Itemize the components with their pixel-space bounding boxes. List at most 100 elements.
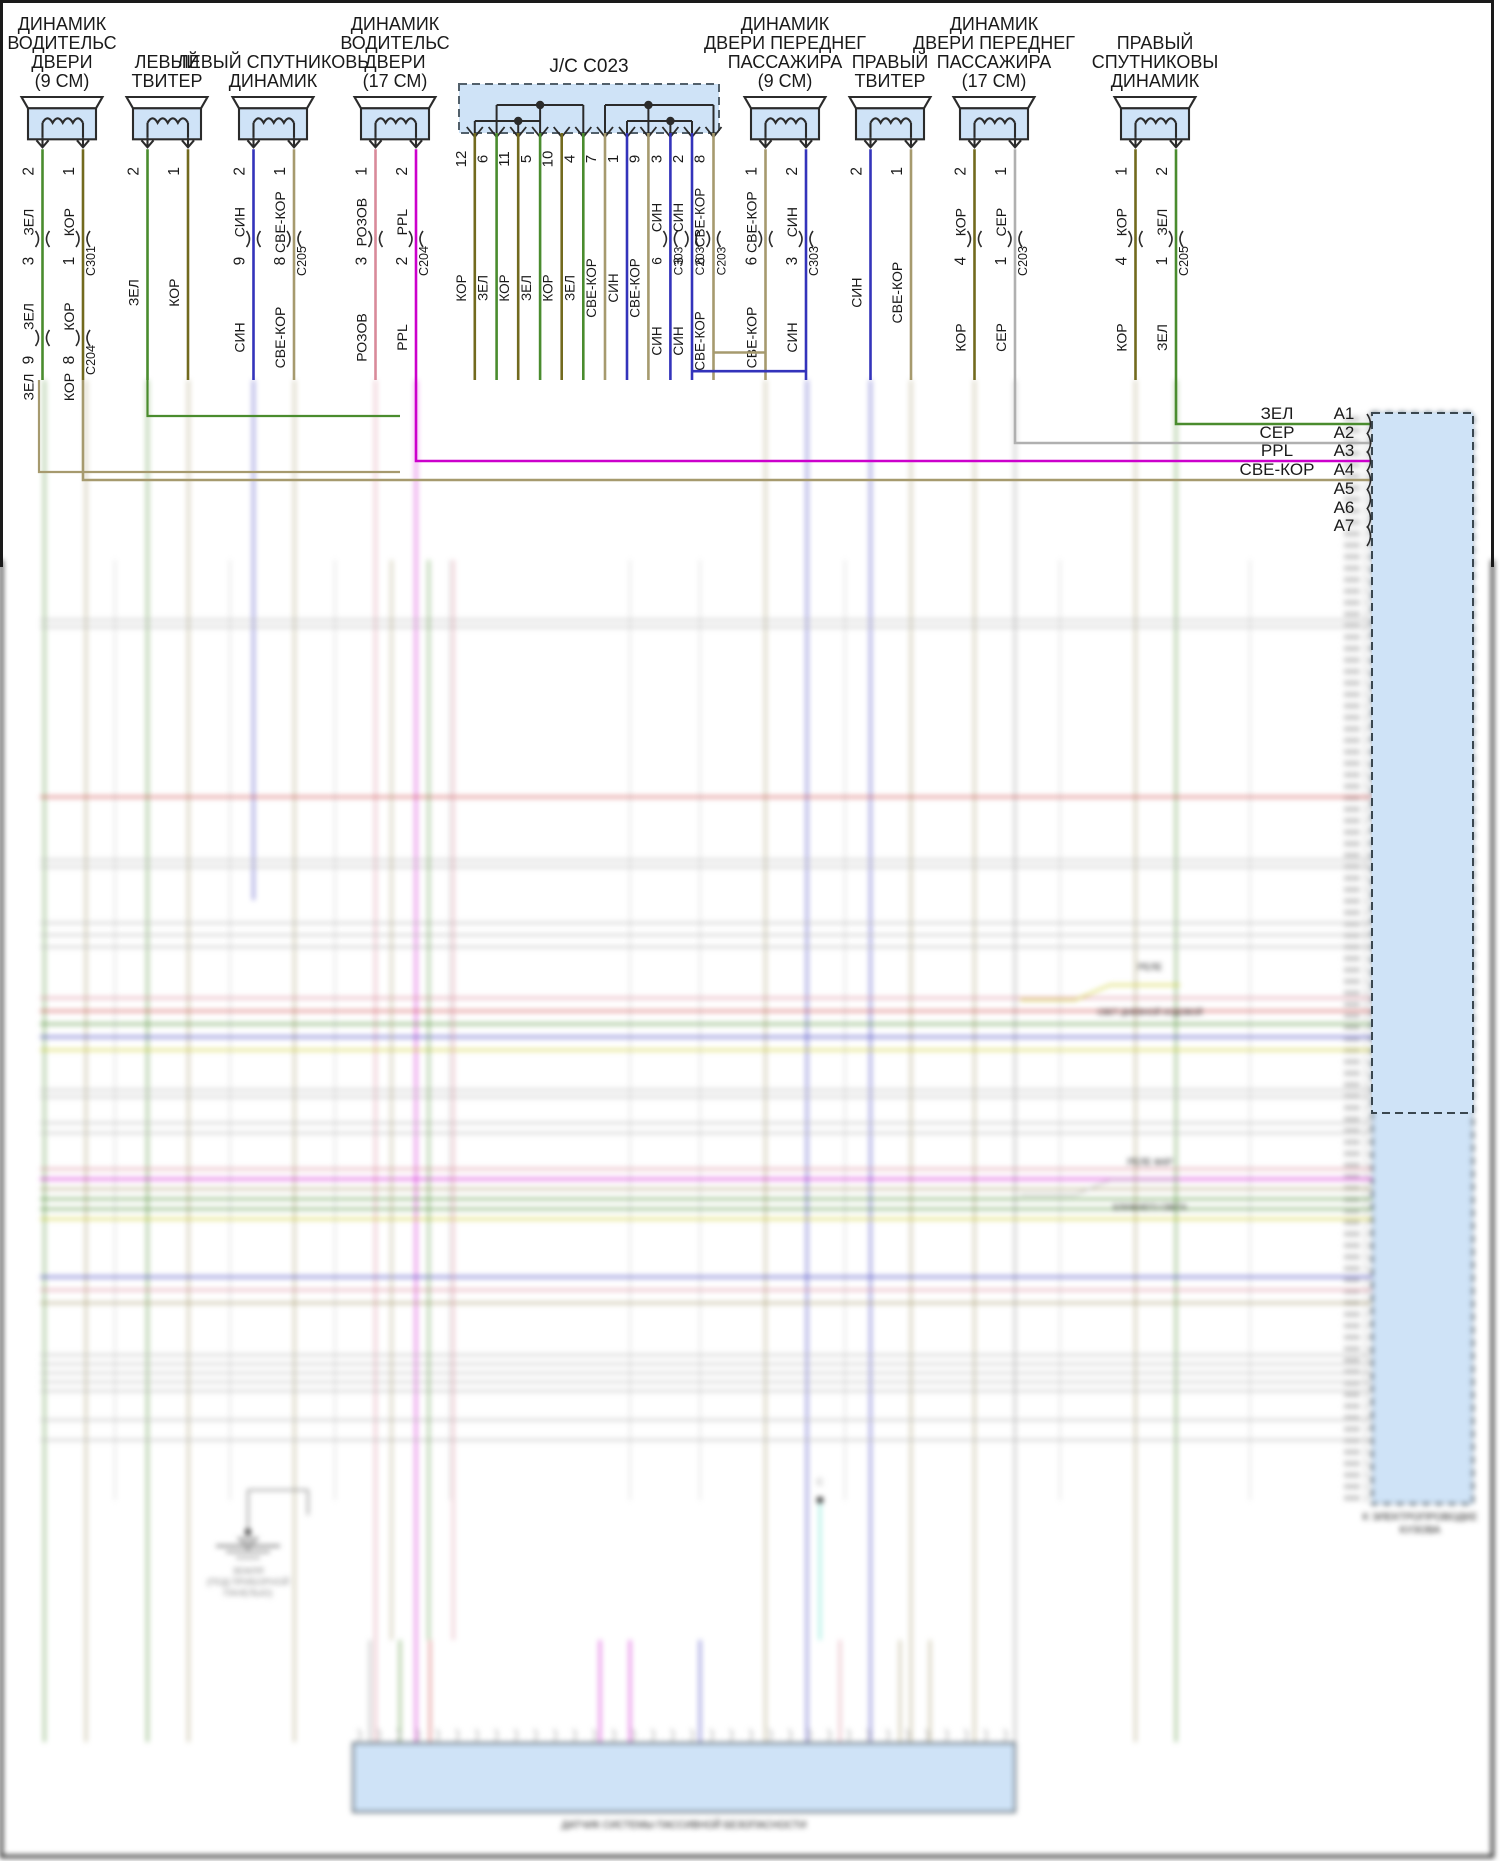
svg-text:КОР: КОР [454, 274, 469, 301]
svg-text:С301: С301 [84, 246, 98, 276]
svg-text:С205: С205 [1177, 246, 1191, 276]
svg-text:1: 1 [889, 167, 906, 176]
svg-text:1: 1 [1114, 167, 1131, 176]
svg-text:КОР: КОР [953, 208, 969, 236]
svg-text:СИН: СИН [784, 322, 800, 352]
svg-text:ПАССАЖИРА: ПАССАЖИРА [728, 52, 843, 72]
svg-text:6: 6 [692, 257, 708, 265]
svg-text:2: 2 [953, 167, 970, 176]
svg-text:ДИНАМИК: ДИНАМИК [1111, 71, 1200, 91]
svg-text:РОЗОВ: РОЗОВ [354, 198, 370, 246]
svg-text:СВЕ-КОР: СВЕ-КОР [627, 258, 642, 317]
svg-text:КОР: КОР [1114, 208, 1130, 236]
svg-text:6: 6 [648, 257, 664, 265]
svg-text:КОР: КОР [61, 373, 77, 401]
svg-text:ДИНАМИК: ДИНАМИК [351, 14, 440, 34]
svg-text:ДВЕРИ: ДВЕРИ [364, 52, 425, 72]
svg-text:5: 5 [518, 155, 535, 163]
svg-text:4: 4 [561, 155, 578, 163]
svg-text:2: 2 [394, 167, 411, 176]
svg-text:1: 1 [993, 167, 1010, 176]
svg-text:ПРАВЫЙ: ПРАВЫЙ [852, 51, 929, 72]
svg-text:КОР: КОР [166, 279, 182, 307]
svg-text:3: 3 [648, 155, 665, 163]
svg-text:2: 2 [784, 167, 801, 176]
svg-text:ЗЕЛ: ЗЕЛ [1261, 404, 1294, 423]
svg-text:СЕР: СЕР [993, 208, 1009, 237]
svg-text:СВЕ-КОР: СВЕ-КОР [272, 191, 288, 253]
svg-text:СВЕ-КОР: СВЕ-КОР [693, 188, 708, 247]
svg-text:1: 1 [61, 167, 78, 176]
svg-text:СИН: СИН [671, 326, 686, 355]
svg-text:КОР: КОР [497, 274, 512, 301]
svg-text:С205: С205 [295, 246, 309, 276]
svg-text:ТВИТЕР: ТВИТЕР [132, 71, 203, 91]
svg-text:С203: С203 [1016, 246, 1030, 276]
svg-text:3: 3 [784, 257, 801, 266]
svg-text:СВЕ-КОР: СВЕ-КОР [1240, 460, 1315, 479]
svg-text:8: 8 [272, 257, 289, 266]
svg-text:КОР: КОР [61, 208, 77, 236]
svg-text:1: 1 [272, 167, 289, 176]
svg-text:ЗЕЛ: ЗЕЛ [519, 275, 534, 301]
svg-text:ДИНАМИК: ДИНАМИК [229, 71, 318, 91]
svg-text:ЛЕВЫЙ СПУТНИКОВЬ: ЛЕВЫЙ СПУТНИКОВЬ [177, 51, 369, 72]
svg-text:СИН: СИН [849, 278, 865, 308]
svg-text:3: 3 [670, 257, 686, 265]
svg-text:С303: С303 [807, 246, 821, 276]
svg-text:6: 6 [475, 155, 492, 163]
svg-text:СИН: СИН [606, 273, 621, 302]
svg-text:A2: A2 [1334, 423, 1355, 442]
svg-text:2: 2 [1154, 167, 1171, 176]
svg-text:СИН: СИН [649, 326, 664, 355]
svg-text:ВОДИТЕЛЬС: ВОДИТЕЛЬС [340, 33, 449, 53]
svg-text:4: 4 [953, 256, 970, 265]
svg-text:PPL: PPL [1261, 441, 1293, 460]
svg-text:A1: A1 [1334, 404, 1355, 423]
svg-text:6: 6 [744, 257, 761, 266]
svg-text:ДИНАМИК: ДИНАМИК [950, 14, 1039, 34]
svg-text:СВЕ-КОР: СВЕ-КОР [744, 307, 760, 369]
svg-text:СВЕ-КОР: СВЕ-КОР [272, 307, 288, 369]
svg-text:СВЕ-КОР: СВЕ-КОР [744, 191, 760, 253]
svg-text:1: 1 [993, 257, 1010, 266]
svg-text:ЗЕЛ: ЗЕЛ [21, 303, 37, 330]
svg-text:(9 СМ): (9 СМ) [35, 71, 90, 91]
svg-text:PPL: PPL [394, 324, 410, 351]
svg-text:(9 СМ): (9 СМ) [758, 71, 813, 91]
svg-text:9: 9 [232, 257, 249, 266]
svg-text:ЗЕЛ: ЗЕЛ [21, 374, 37, 401]
svg-text:A6: A6 [1334, 498, 1355, 517]
svg-text:2: 2 [849, 167, 866, 176]
svg-text:ДВЕРИ ПЕРЕДНЕГ: ДВЕРИ ПЕРЕДНЕГ [913, 33, 1075, 53]
svg-text:ВОДИТЕЛЬС: ВОДИТЕЛЬС [7, 33, 116, 53]
svg-text:3: 3 [21, 257, 38, 266]
svg-text:ЗЕЛ: ЗЕЛ [21, 209, 37, 236]
svg-text:СЕР: СЕР [993, 323, 1009, 352]
svg-text:J/C C023: J/C C023 [549, 56, 628, 77]
svg-text:1: 1 [605, 155, 622, 163]
svg-text:С204: С204 [84, 345, 98, 375]
svg-text:ДИНАМИК: ДИНАМИК [741, 14, 830, 34]
svg-text:3: 3 [354, 257, 371, 266]
svg-text:СИН: СИН [649, 203, 664, 232]
svg-text:1: 1 [166, 167, 183, 176]
svg-text:КОР: КОР [953, 323, 969, 351]
svg-text:СЕР: СЕР [1260, 423, 1295, 442]
svg-text:СПУТНИКОВЫ: СПУТНИКОВЫ [1092, 52, 1219, 72]
svg-text:10: 10 [540, 151, 557, 168]
svg-text:A5: A5 [1334, 479, 1355, 498]
svg-text:ДВЕРИ ПЕРЕДНЕГ: ДВЕРИ ПЕРЕДНЕГ [704, 33, 866, 53]
svg-text:7: 7 [583, 155, 600, 163]
svg-text:КОР: КОР [541, 274, 556, 301]
svg-text:8: 8 [61, 356, 78, 365]
svg-text:ДВЕРИ: ДВЕРИ [31, 52, 92, 72]
svg-text:A3: A3 [1334, 441, 1355, 460]
svg-text:СИН: СИН [232, 207, 248, 237]
svg-text:СВЕ-КОР: СВЕ-КОР [889, 262, 905, 324]
svg-text:СВЕ-КОР: СВЕ-КОР [584, 258, 599, 317]
svg-text:2: 2 [232, 167, 249, 176]
svg-text:2: 2 [21, 167, 38, 176]
svg-text:ТВИТЕР: ТВИТЕР [855, 71, 926, 91]
svg-text:8: 8 [692, 155, 709, 163]
